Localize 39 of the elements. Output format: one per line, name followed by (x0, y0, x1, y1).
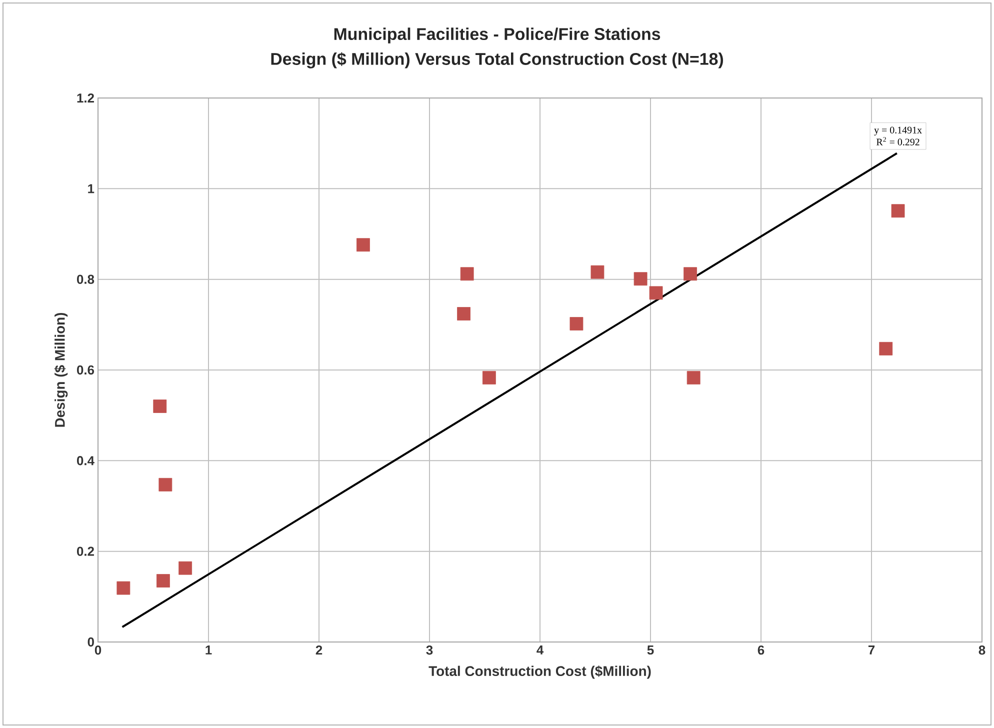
y-tick-label: 0.2 (77, 546, 94, 556)
x-tick-label: 1 (206, 646, 212, 654)
annotation: y = 0.1491x (874, 126, 922, 136)
x-tick-label: 6 (758, 646, 764, 655)
point (116, 581, 130, 595)
point (457, 307, 470, 320)
chart-title: Municipal Facilities - Police/Fire Stations (334, 28, 660, 44)
y-tick-label: 1.2 (77, 93, 94, 103)
x-tick-label: 0 (94, 646, 102, 655)
annotation: R$^{2}$ = 0.292 (876, 137, 920, 146)
point (634, 272, 648, 286)
x-tick-label: 5 (647, 646, 654, 655)
y-tick-label: 1 (88, 184, 94, 194)
point (570, 317, 584, 330)
x-tick-label: 7 (868, 646, 875, 654)
point (460, 267, 474, 281)
chart-subtitle: Design ($ Million) Versus Total Construction Cost (N=18) (271, 52, 724, 68)
y-tick-label: 0.6 (77, 365, 94, 375)
point (684, 267, 697, 281)
point (178, 561, 192, 575)
x-tick-label: 3 (426, 646, 433, 655)
x-tick-label: 8 (978, 646, 986, 655)
x-tick-label: 2 (316, 646, 322, 655)
x-axis-title: Total Construction Cost ($Million) (428, 666, 651, 679)
point (590, 265, 604, 279)
point (686, 370, 700, 384)
point (153, 400, 167, 413)
point (482, 370, 496, 384)
point (158, 478, 172, 492)
y-tick-label: 0 (88, 637, 94, 647)
point (156, 574, 170, 588)
point (356, 238, 370, 252)
y-tick-label: 0.4 (77, 456, 94, 466)
point (879, 342, 893, 356)
point (891, 204, 905, 218)
y-tick-label: 0.8 (77, 274, 94, 284)
point (649, 286, 663, 300)
x-tick-label: 4 (536, 646, 544, 654)
y-axis-title: Design ($ Million) (54, 312, 68, 427)
